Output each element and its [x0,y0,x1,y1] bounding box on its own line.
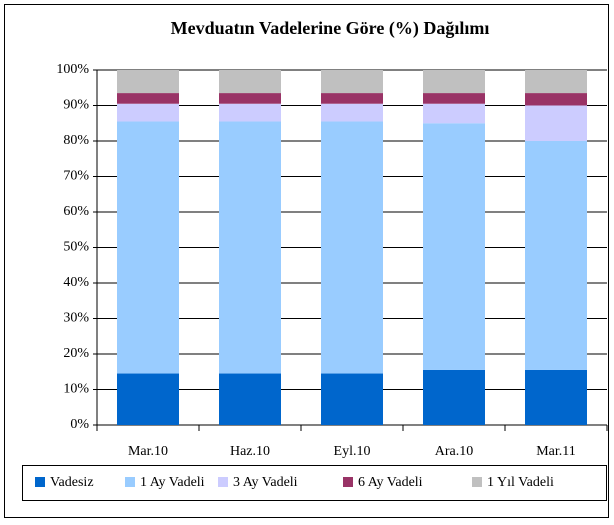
legend-label: 6 Ay Vadeli [358,475,423,490]
bar-segment [423,70,485,94]
bar-segment [219,70,281,94]
legend-swatch [35,477,45,487]
y-tick-label: 70% [63,169,89,184]
bar-segment [423,103,485,124]
legend-swatch [472,477,482,487]
bar-segment [219,373,281,425]
x-tick-label: Mar.11 [536,444,576,459]
bar-segment [423,123,485,370]
x-tick-label: Eyl.10 [334,444,371,459]
bar-segment [117,70,179,94]
bar-segment [219,103,281,122]
bar-segment [423,369,485,425]
y-tick-label: 20% [63,346,89,361]
y-tick-label: 50% [63,240,89,255]
bar-segment [321,103,383,122]
y-tick-label: 100% [56,62,89,77]
x-tick-label: Haz.10 [230,444,270,459]
bar-segment [525,70,587,94]
bar-segment [321,93,383,104]
legend-label: 3 Ay Vadeli [233,475,298,490]
legend-box [22,465,607,501]
bar-segment [525,105,587,141]
y-tick-label: 40% [63,275,89,290]
y-tick-label: 60% [63,204,89,219]
legend-swatch [218,477,228,487]
bar-segment [117,121,179,374]
chart-border [4,4,609,518]
bar-segment [321,70,383,94]
legend-label: 1 Yıl Vadeli [487,475,554,490]
legend-swatch [125,477,135,487]
legend-label: Vadesiz [50,475,94,490]
bar-segment [525,93,587,106]
bar-segment [219,121,281,374]
legend-label: 1 Ay Vadeli [140,475,205,490]
y-tick-label: 30% [63,311,89,326]
bar-segment [219,93,281,104]
x-tick-label: Ara.10 [435,444,474,459]
legend-swatch [343,477,353,487]
y-tick-label: 0% [70,417,89,432]
bar-segment [525,141,587,370]
y-tick-label: 90% [63,98,89,113]
bar-segment [321,373,383,425]
bar-segment [423,93,485,104]
bar-segment [321,121,383,374]
chart-title: Mevduatın Vadelerine Göre (%) Dağılımı [171,18,490,39]
bar-segment [117,373,179,425]
bar-segment [117,103,179,122]
x-tick-label: Mar.10 [128,444,168,459]
bar-segment [525,369,587,425]
y-tick-label: 10% [63,382,89,397]
y-tick-label: 80% [63,133,89,148]
bar-segment [117,93,179,104]
